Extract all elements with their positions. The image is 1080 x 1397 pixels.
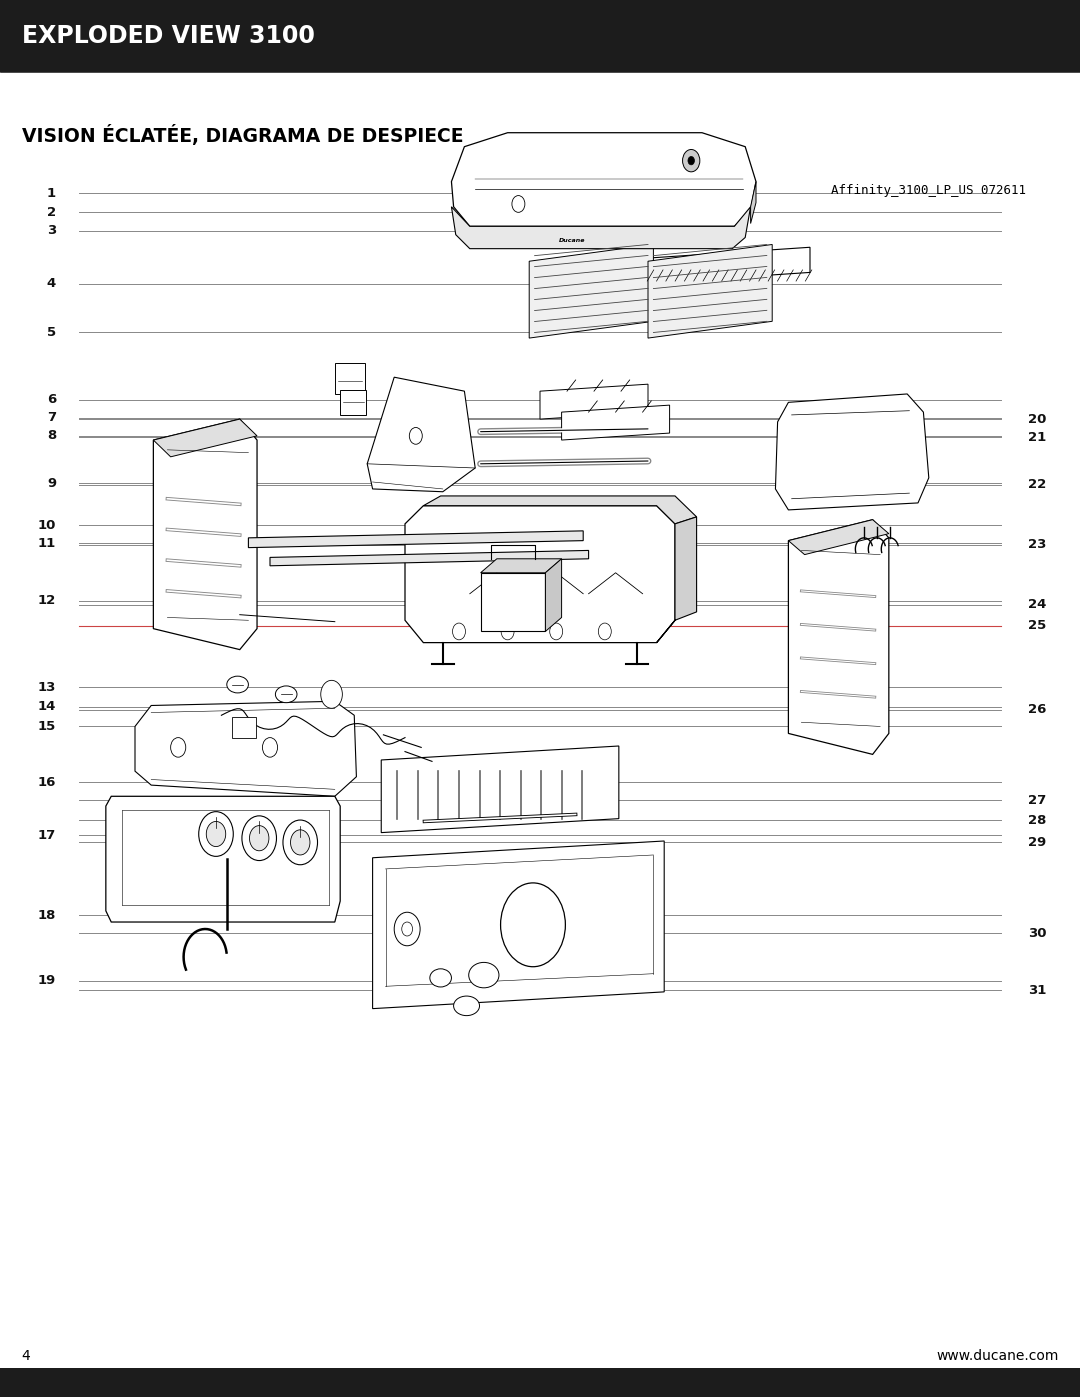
Text: 15: 15 bbox=[38, 719, 56, 733]
Text: 7: 7 bbox=[48, 411, 56, 425]
Text: 14: 14 bbox=[38, 700, 56, 714]
Polygon shape bbox=[405, 506, 675, 643]
Ellipse shape bbox=[227, 676, 248, 693]
Circle shape bbox=[598, 623, 611, 640]
Text: 20: 20 bbox=[1028, 412, 1047, 426]
Text: 3: 3 bbox=[46, 224, 56, 237]
Text: 28: 28 bbox=[1028, 813, 1047, 827]
Polygon shape bbox=[540, 384, 648, 419]
Polygon shape bbox=[451, 207, 751, 249]
Text: Ducane: Ducane bbox=[559, 237, 585, 243]
Text: 4: 4 bbox=[22, 1350, 30, 1363]
Text: 30: 30 bbox=[1028, 926, 1047, 940]
Text: 19: 19 bbox=[38, 974, 56, 988]
Text: Affinity_3100_LP_US 072611: Affinity_3100_LP_US 072611 bbox=[831, 184, 1026, 197]
Polygon shape bbox=[248, 531, 583, 548]
Bar bbox=[340, 390, 366, 415]
Bar bbox=[0, 1368, 1080, 1397]
Polygon shape bbox=[643, 247, 810, 284]
Polygon shape bbox=[373, 841, 664, 1009]
Text: 18: 18 bbox=[38, 908, 56, 922]
Text: 9: 9 bbox=[48, 476, 56, 490]
Text: 4: 4 bbox=[46, 277, 56, 291]
Text: 6: 6 bbox=[46, 393, 56, 407]
Text: 26: 26 bbox=[1028, 703, 1047, 717]
Text: 5: 5 bbox=[48, 326, 56, 339]
Text: 11: 11 bbox=[38, 536, 56, 550]
Circle shape bbox=[683, 149, 700, 172]
Polygon shape bbox=[775, 394, 929, 510]
Text: EXPLODED VIEW 3100: EXPLODED VIEW 3100 bbox=[22, 24, 314, 47]
Text: www.ducane.com: www.ducane.com bbox=[936, 1350, 1058, 1363]
Polygon shape bbox=[270, 550, 589, 566]
Bar bbox=[232, 717, 256, 738]
Circle shape bbox=[321, 680, 342, 708]
Text: 12: 12 bbox=[38, 594, 56, 608]
Circle shape bbox=[394, 912, 420, 946]
Circle shape bbox=[283, 820, 318, 865]
Polygon shape bbox=[545, 559, 562, 631]
Polygon shape bbox=[153, 419, 257, 650]
Circle shape bbox=[501, 883, 566, 967]
Polygon shape bbox=[135, 701, 356, 796]
Polygon shape bbox=[751, 182, 756, 224]
Text: 10: 10 bbox=[38, 518, 56, 532]
Circle shape bbox=[402, 922, 413, 936]
Text: 8: 8 bbox=[46, 429, 56, 443]
Circle shape bbox=[262, 738, 278, 757]
Text: 25: 25 bbox=[1028, 619, 1047, 633]
Circle shape bbox=[199, 812, 233, 856]
Polygon shape bbox=[423, 496, 697, 524]
Polygon shape bbox=[648, 244, 772, 338]
Polygon shape bbox=[562, 405, 670, 440]
Text: 27: 27 bbox=[1028, 793, 1047, 807]
Text: 29: 29 bbox=[1028, 835, 1047, 849]
Polygon shape bbox=[481, 573, 545, 631]
Text: 22: 22 bbox=[1028, 478, 1047, 492]
Polygon shape bbox=[367, 377, 475, 492]
Text: 23: 23 bbox=[1028, 538, 1047, 552]
Ellipse shape bbox=[454, 996, 480, 1016]
Text: 1: 1 bbox=[48, 187, 56, 200]
Circle shape bbox=[242, 816, 276, 861]
Text: 31: 31 bbox=[1028, 983, 1047, 997]
Polygon shape bbox=[657, 517, 697, 643]
Ellipse shape bbox=[430, 970, 451, 986]
Circle shape bbox=[171, 738, 186, 757]
Polygon shape bbox=[381, 746, 619, 833]
Circle shape bbox=[550, 623, 563, 640]
Circle shape bbox=[249, 826, 269, 851]
Polygon shape bbox=[788, 520, 889, 754]
Polygon shape bbox=[451, 133, 756, 226]
Polygon shape bbox=[481, 559, 562, 573]
Circle shape bbox=[453, 623, 465, 640]
Circle shape bbox=[512, 196, 525, 212]
Text: 21: 21 bbox=[1028, 430, 1047, 444]
Text: 16: 16 bbox=[38, 775, 56, 789]
Polygon shape bbox=[106, 796, 340, 922]
Ellipse shape bbox=[324, 687, 341, 701]
Bar bbox=[335, 363, 365, 394]
Circle shape bbox=[409, 427, 422, 444]
Polygon shape bbox=[529, 244, 653, 338]
Text: 2: 2 bbox=[48, 205, 56, 219]
Circle shape bbox=[291, 830, 310, 855]
Ellipse shape bbox=[469, 963, 499, 988]
Text: 17: 17 bbox=[38, 828, 56, 842]
Text: VISION ÉCLATÉE, DIAGRAMA DE DESPIECE: VISION ÉCLATÉE, DIAGRAMA DE DESPIECE bbox=[22, 126, 463, 147]
Circle shape bbox=[501, 623, 514, 640]
Ellipse shape bbox=[275, 686, 297, 703]
Circle shape bbox=[688, 156, 694, 165]
Text: 13: 13 bbox=[38, 680, 56, 694]
Text: 24: 24 bbox=[1028, 598, 1047, 612]
Circle shape bbox=[206, 821, 226, 847]
Bar bbox=[0, 0, 1080, 73]
Polygon shape bbox=[153, 419, 257, 457]
Polygon shape bbox=[788, 520, 889, 555]
